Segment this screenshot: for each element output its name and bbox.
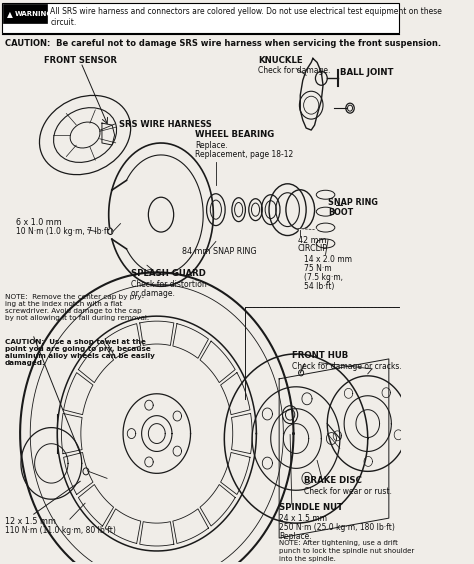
Text: or damage.: or damage. [131, 289, 175, 298]
Text: 42 mm: 42 mm [298, 236, 326, 245]
Text: Replace.: Replace. [195, 141, 228, 150]
Text: into the spindle.: into the spindle. [279, 556, 336, 562]
FancyBboxPatch shape [2, 3, 399, 33]
Text: (7.5 kg·m,: (7.5 kg·m, [304, 274, 344, 283]
Text: SPINDLE NUT: SPINDLE NUT [279, 503, 343, 512]
Text: BALL JOINT: BALL JOINT [340, 68, 393, 77]
Text: FRONT HUB: FRONT HUB [292, 351, 348, 360]
Text: Check for damage.: Check for damage. [258, 67, 330, 76]
Text: Check for damage or cracks.: Check for damage or cracks. [292, 362, 401, 371]
Text: NOTE:  Remove the center cap by pry-
ing at the index notch with a flat
screwdri: NOTE: Remove the center cap by pry- ing … [5, 294, 149, 321]
Text: CIRCLIP: CIRCLIP [298, 244, 328, 253]
Text: 84 mm SNAP RING: 84 mm SNAP RING [182, 248, 257, 257]
Text: 110 N·m (11.0 kg·m, 80 lb·ft): 110 N·m (11.0 kg·m, 80 lb·ft) [5, 526, 116, 535]
Text: KNUCKLE: KNUCKLE [258, 56, 303, 65]
Text: punch to lock the spindle nut shoulder: punch to lock the spindle nut shoulder [279, 548, 414, 554]
Text: FRONT SENSOR: FRONT SENSOR [45, 56, 118, 65]
Text: NOTE: After tightening, use a drift: NOTE: After tightening, use a drift [279, 540, 398, 546]
Text: 14 x 2.0 mm: 14 x 2.0 mm [304, 255, 353, 265]
Text: SPLASH GUARD: SPLASH GUARD [131, 270, 206, 279]
Text: Replace.: Replace. [279, 532, 312, 541]
Text: 10 N·m (1.0 kg·m, 7 lb·ft): 10 N·m (1.0 kg·m, 7 lb·ft) [16, 227, 112, 236]
Text: 12 x 1.5 mm: 12 x 1.5 mm [5, 517, 56, 526]
Text: 75 N·m: 75 N·m [304, 265, 332, 274]
Text: 250 N·m (25.0 kg·m, 180 lb·ft): 250 N·m (25.0 kg·m, 180 lb·ft) [279, 523, 395, 532]
Text: Replacement, page 18-12: Replacement, page 18-12 [195, 150, 293, 159]
Text: CAUTION:  Be careful not to damage SRS wire harness when servicing the front sus: CAUTION: Be careful not to damage SRS wi… [5, 38, 441, 47]
Text: SNAP RING: SNAP RING [328, 198, 378, 207]
Text: CAUTION:  Use a shop towel at the
point you are going to pry, because
aluminum a: CAUTION: Use a shop towel at the point y… [5, 339, 155, 366]
Text: WARNING: WARNING [15, 11, 53, 17]
Text: All SRS wire harness and connectors are colored yellow. Do not use electrical te: All SRS wire harness and connectors are … [50, 7, 442, 16]
Text: 24 x 1.5 mm: 24 x 1.5 mm [279, 514, 327, 523]
Text: SRS WIRE HARNESS: SRS WIRE HARNESS [119, 120, 211, 129]
Text: 6 x 1.0 mm: 6 x 1.0 mm [16, 218, 62, 227]
Text: BRAKE DISC: BRAKE DISC [304, 477, 362, 486]
Text: Check for distortion: Check for distortion [131, 280, 207, 289]
Text: ▲: ▲ [7, 10, 12, 19]
Text: WHEEL BEARING: WHEEL BEARING [195, 130, 274, 139]
Text: 54 lb·ft): 54 lb·ft) [304, 283, 335, 291]
Text: circuit.: circuit. [50, 17, 77, 27]
FancyBboxPatch shape [3, 4, 47, 23]
Text: Check for wear or rust.: Check for wear or rust. [304, 487, 392, 496]
Text: BOOT: BOOT [328, 208, 353, 217]
